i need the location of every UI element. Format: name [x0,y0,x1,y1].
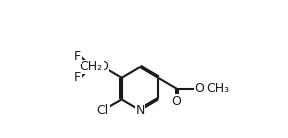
Text: F: F [74,50,81,63]
Text: F: F [74,71,81,84]
Text: CH₂: CH₂ [80,60,103,73]
Text: O: O [172,95,181,108]
Text: N: N [135,104,145,117]
Text: CH₃: CH₃ [206,82,229,95]
Text: Cl: Cl [97,104,109,117]
Text: O: O [195,82,204,95]
Text: O: O [98,60,108,73]
